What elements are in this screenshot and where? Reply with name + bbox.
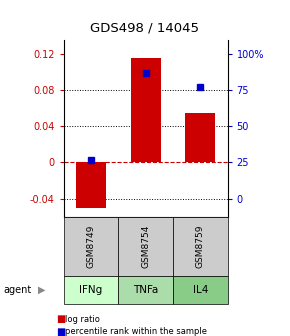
Bar [131,58,161,162]
Text: GDS498 / 14045: GDS498 / 14045 [90,22,200,35]
Text: ■: ■ [57,327,66,336]
Text: IL4: IL4 [193,285,208,295]
Text: GSM8749: GSM8749 [87,224,96,268]
Text: percentile rank within the sample: percentile rank within the sample [65,328,207,336]
Text: log ratio: log ratio [65,315,100,324]
Text: ▶: ▶ [38,285,46,295]
Text: ■: ■ [57,314,66,324]
Text: IFNg: IFNg [79,285,103,295]
Bar [76,162,106,208]
Text: TNFa: TNFa [133,285,158,295]
Bar [185,113,215,162]
Text: agent: agent [3,285,31,295]
Text: GSM8759: GSM8759 [196,224,205,268]
Text: GSM8754: GSM8754 [141,224,150,268]
